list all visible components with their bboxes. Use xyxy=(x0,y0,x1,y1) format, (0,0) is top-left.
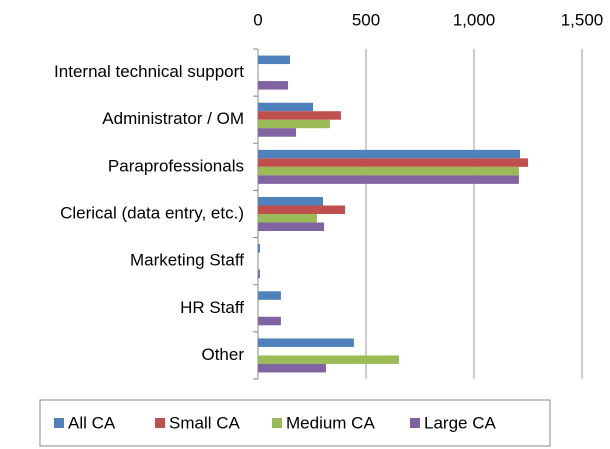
bar xyxy=(258,81,289,90)
legend-swatch xyxy=(155,418,165,428)
bar xyxy=(258,269,260,279)
legend-swatch xyxy=(272,418,282,428)
bar xyxy=(258,338,354,347)
y-tick-label: Paraprofessionals xyxy=(108,156,244,175)
bar xyxy=(258,149,521,159)
x-tick-label: 500 xyxy=(352,10,380,29)
bar xyxy=(258,244,260,253)
bar xyxy=(258,222,325,231)
x-tick-label: 1,500 xyxy=(561,10,604,29)
bar xyxy=(258,128,297,137)
legend-label: Medium CA xyxy=(286,413,375,432)
y-tick-label: Internal technical support xyxy=(54,62,244,81)
bar xyxy=(258,55,290,65)
bar xyxy=(258,166,519,176)
bar xyxy=(258,197,324,206)
bar xyxy=(258,291,281,300)
bar xyxy=(258,205,346,214)
bar xyxy=(258,214,317,223)
y-tick-label: Clerical (data entry, etc.) xyxy=(60,203,244,222)
y-tick-label: Administrator / OM xyxy=(102,109,244,128)
legend-label: Small CA xyxy=(169,413,241,432)
legend-swatch xyxy=(54,418,64,428)
legend-swatch xyxy=(410,418,420,428)
bar xyxy=(258,175,519,184)
bar xyxy=(258,355,400,364)
bar xyxy=(258,111,341,120)
x-tick-label: 1,000 xyxy=(453,10,496,29)
bar xyxy=(258,316,281,326)
bar xyxy=(258,363,327,373)
y-tick-label: Marketing Staff xyxy=(130,251,244,270)
legend-label: All CA xyxy=(68,413,116,432)
legend-label: Large CA xyxy=(424,413,496,432)
legend-box xyxy=(39,399,551,447)
y-tick-label: Other xyxy=(201,345,244,364)
x-tick-label: 0 xyxy=(253,10,262,29)
bar xyxy=(258,102,314,112)
y-tick-label: HR Staff xyxy=(180,298,244,317)
bar xyxy=(258,119,330,129)
bar xyxy=(258,158,528,167)
